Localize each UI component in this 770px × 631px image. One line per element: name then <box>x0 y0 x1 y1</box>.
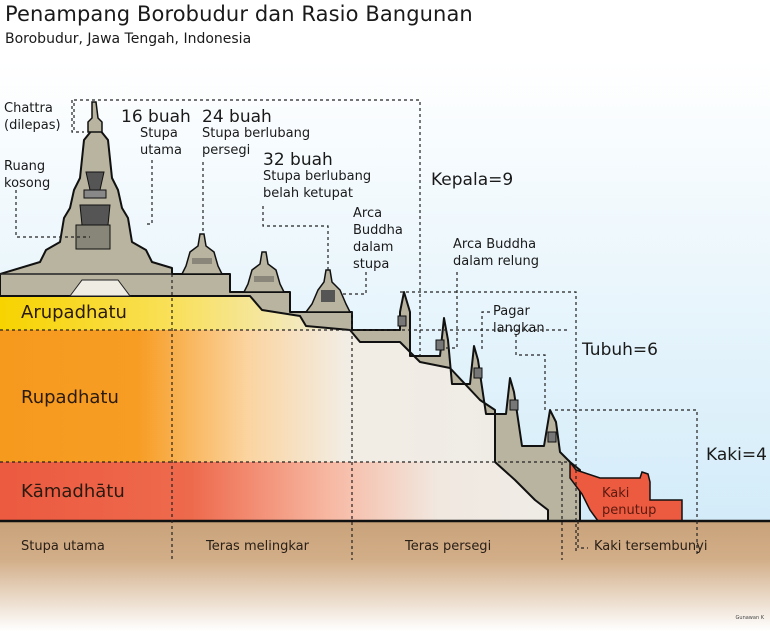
ground-teras-persegi: Teras persegi <box>405 539 492 554</box>
count-stupa-utama: 16 buah <box>121 107 191 127</box>
label-arca-relung-1: Arca Buddha <box>453 237 537 252</box>
count-stupa-persegi: 24 buah <box>202 107 272 127</box>
zone-arupadhatu: Arupadhatu <box>21 302 127 323</box>
label-arca-stupa-1: Arca <box>353 206 383 221</box>
page-title: Penampang Borobudur dan Rasio Bangunan <box>5 2 473 26</box>
label-stupa-persegi-2: persegi <box>202 143 251 158</box>
label-arca-stupa-3: dalam <box>353 240 394 255</box>
label-ruang-2: kosong <box>4 176 51 191</box>
label-stupa-ketupat-2: belah ketupat <box>263 186 353 201</box>
ratio-kepala: Kepala=9 <box>431 170 514 190</box>
zone-kamadhatu: Kāmadhātu <box>21 481 125 502</box>
label-chattra-note: (dilepas) <box>4 118 61 133</box>
ground-stupa-utama: Stupa utama <box>21 539 105 554</box>
label-stupa-persegi-1: Stupa berlubang <box>202 126 311 141</box>
label-kaki-penutup-2: penutup <box>602 503 657 518</box>
label-stupa-utama-2: utama <box>140 143 182 158</box>
label-arca-relung-2: dalam relung <box>453 254 539 269</box>
credit: Gunawan K <box>735 615 764 621</box>
label-stupa-utama-1: Stupa <box>140 126 178 141</box>
label-stupa-ketupat-1: Stupa berlubang <box>263 169 372 184</box>
label-arca-stupa-2: Buddha <box>353 223 403 238</box>
label-kaki-penutup-1: Kaki <box>602 486 630 501</box>
page-subtitle: Borobudur, Jawa Tengah, Indonesia <box>5 31 252 47</box>
zone-rupadhatu: Rupadhatu <box>21 387 119 408</box>
label-arca-stupa-4: stupa <box>353 257 390 272</box>
ratio-kaki: Kaki=4 <box>706 445 767 465</box>
ratio-tubuh: Tubuh=6 <box>582 340 658 360</box>
label-ruang-1: Ruang <box>4 159 46 174</box>
label-chattra: Chattra <box>4 101 53 116</box>
label-pagar-2: langkan <box>493 321 545 336</box>
ground-kaki-tersembunyi: Kaki tersembunyi <box>594 539 708 554</box>
label-pagar-1: Pagar <box>493 304 530 319</box>
count-stupa-ketupat: 32 buah <box>263 150 333 170</box>
ground-teras-melingkar: Teras melingkar <box>206 539 309 554</box>
